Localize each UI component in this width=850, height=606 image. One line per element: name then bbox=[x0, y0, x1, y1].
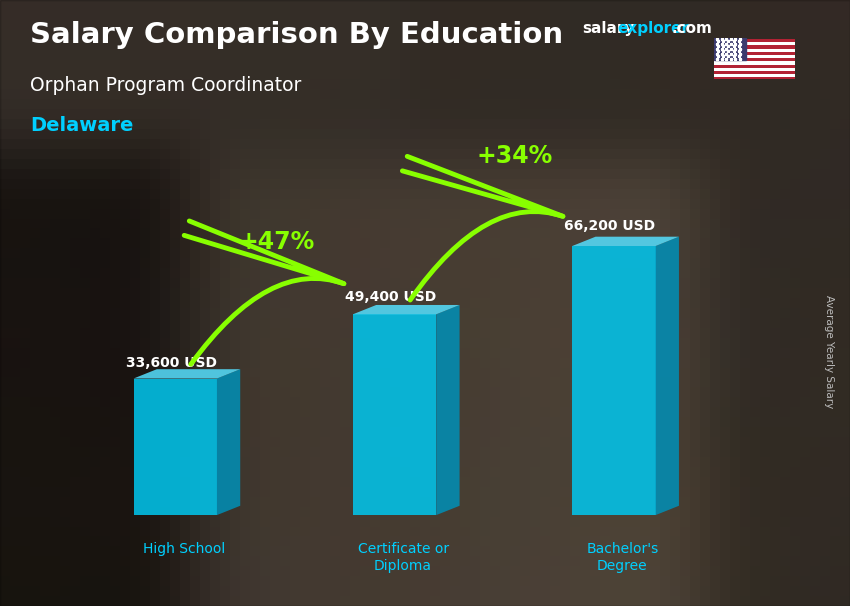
Text: High School: High School bbox=[143, 542, 225, 556]
Text: .com: .com bbox=[672, 21, 712, 36]
Text: salary: salary bbox=[582, 21, 635, 36]
Polygon shape bbox=[714, 38, 746, 60]
Text: Average Yearly Salary: Average Yearly Salary bbox=[824, 295, 834, 408]
Text: Bachelor's
Degree: Bachelor's Degree bbox=[586, 542, 659, 573]
Polygon shape bbox=[572, 237, 679, 246]
Text: Delaware: Delaware bbox=[30, 116, 133, 135]
Bar bbox=[353, 315, 436, 515]
Bar bbox=[714, 64, 795, 68]
Bar bbox=[714, 55, 795, 58]
Polygon shape bbox=[655, 237, 679, 515]
Polygon shape bbox=[436, 305, 460, 515]
Polygon shape bbox=[353, 305, 460, 315]
Bar bbox=[714, 42, 795, 45]
Bar bbox=[714, 77, 795, 81]
Text: +47%: +47% bbox=[239, 230, 315, 255]
Bar bbox=[572, 246, 655, 515]
Text: Certificate or
Diploma: Certificate or Diploma bbox=[358, 542, 449, 573]
Bar bbox=[714, 45, 795, 48]
Bar bbox=[714, 74, 795, 77]
Text: Orphan Program Coordinator: Orphan Program Coordinator bbox=[30, 76, 301, 95]
Bar bbox=[133, 379, 217, 515]
Text: 33,600 USD: 33,600 USD bbox=[126, 356, 217, 370]
Bar bbox=[714, 61, 795, 64]
Text: +34%: +34% bbox=[476, 144, 552, 168]
Bar bbox=[714, 39, 795, 42]
Text: 49,400 USD: 49,400 USD bbox=[345, 290, 436, 304]
Text: 66,200 USD: 66,200 USD bbox=[564, 219, 655, 233]
Bar bbox=[714, 71, 795, 74]
Text: Salary Comparison By Education: Salary Comparison By Education bbox=[30, 21, 563, 49]
Text: explorer: explorer bbox=[617, 21, 689, 36]
Polygon shape bbox=[217, 369, 241, 515]
Polygon shape bbox=[133, 369, 241, 379]
Bar bbox=[714, 58, 795, 61]
Bar bbox=[714, 68, 795, 71]
Bar bbox=[714, 52, 795, 55]
Bar bbox=[714, 48, 795, 52]
